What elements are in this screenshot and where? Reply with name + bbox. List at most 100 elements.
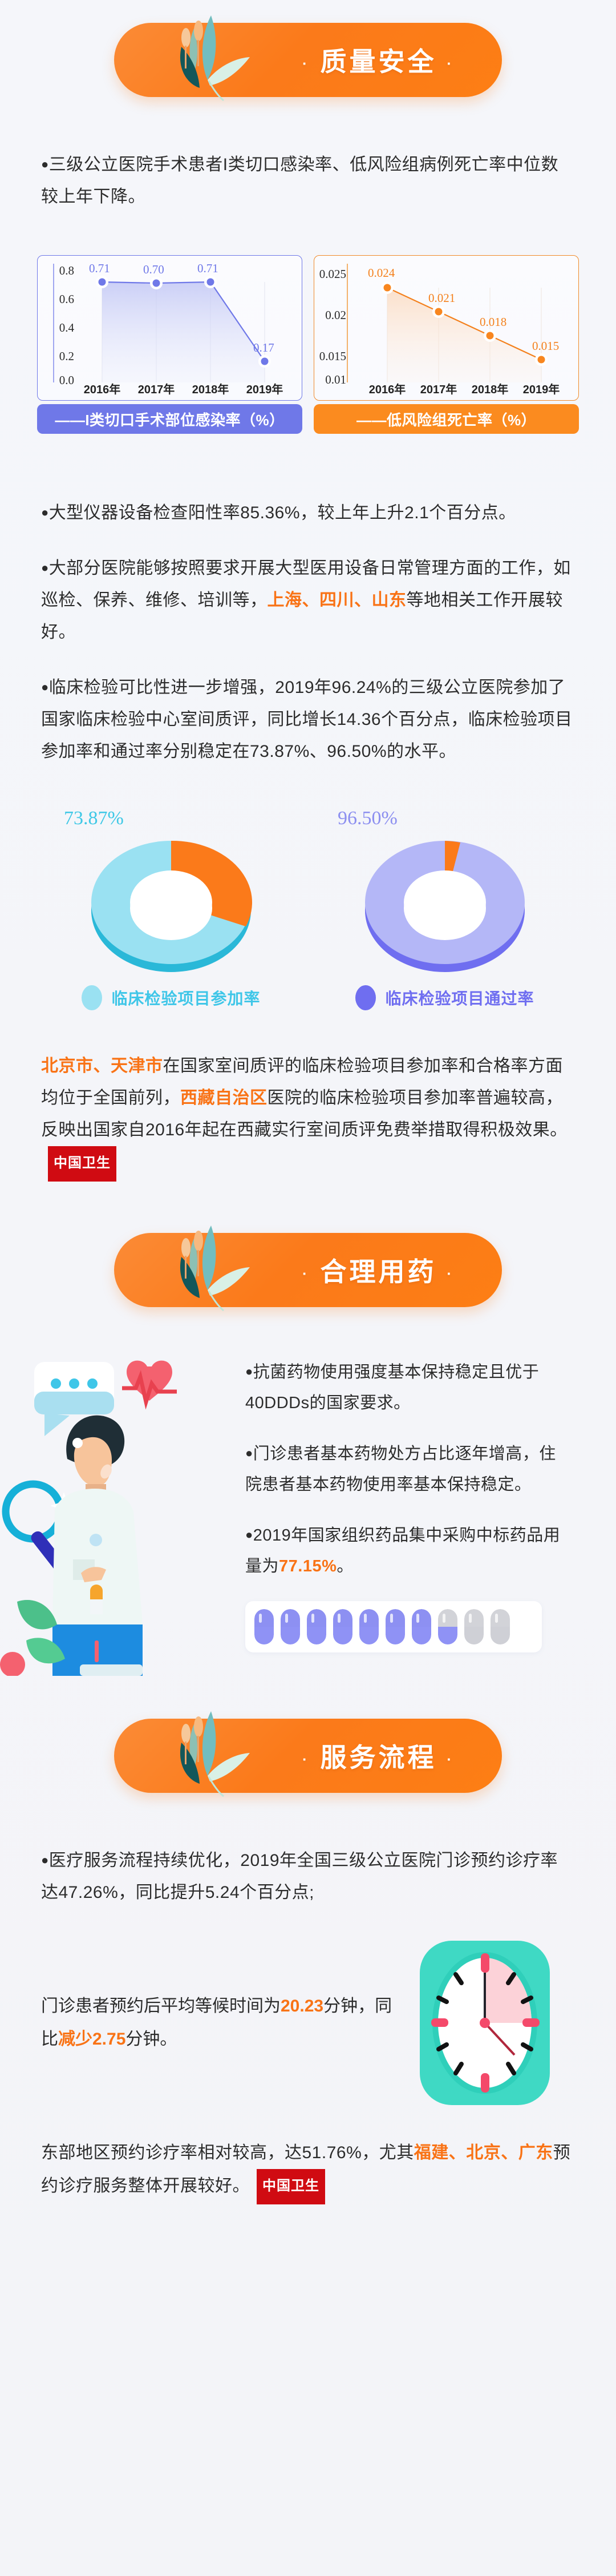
paragraph-basic-drug-prescription: ●门诊患者基本药物处方占比逐年增高，住院患者基本药物使用率基本保持稳定。	[245, 1438, 565, 1500]
banner-title: · 合理用药 ·	[302, 1251, 455, 1289]
section-banner-service: · 服务流程 ·	[0, 1711, 616, 1797]
donut-chart-pass	[365, 841, 525, 972]
leaf-decoration-icon	[180, 1225, 250, 1312]
banner-title-text: 质量安全	[320, 47, 437, 76]
drug-use-block: ●抗菌药物使用强度基本保持稳定且优于40DDDs的国家要求。 ●门诊患者基本药物…	[0, 1356, 616, 1679]
ytick-left-4: 0.0	[59, 373, 74, 387]
waiting-time-text: 门诊患者预约后平均等候时间为20.23分钟，同比减少2.75分钟。	[0, 1990, 399, 2056]
paragraph-equipment-positive-rate: ●大型仪器设备检查阳性率85.36%，较上年上升2.1个百分点。	[41, 497, 575, 529]
paragraph-regional-lab: 北京市、天津市在国家室间质评的临床检验项目参加率和合格率方面均位于全国前列，西藏…	[41, 1050, 575, 1182]
donut-value-label-pass: 96.50%	[338, 808, 398, 829]
source-seal-badge: 中国卫生	[48, 1146, 116, 1182]
clock-illustration	[399, 1937, 570, 2109]
bullet-marker: ●	[41, 157, 49, 171]
paragraph-centralized-procurement: ●2019年国家组织药品集中采购中标药品用量为77.15%。	[245, 1519, 565, 1582]
section-banner-quality: · 质量安全 ·	[0, 15, 616, 102]
banner-dot-right: ·	[447, 55, 455, 72]
banner-pill: · 合理用药 ·	[114, 1225, 502, 1312]
ytick-right-1: 0.02	[325, 308, 346, 322]
highlight-procurement-pct: 77.15%	[279, 1557, 337, 1575]
paragraph-waiting-time: 门诊患者预约后平均等候时间为20.23分钟，同比减少2.75分钟。	[41, 1990, 399, 2056]
chart-card-lowrisk-mortality: 0.025 0.02 0.015 0.01 0.024 0.021 0.018 …	[314, 255, 579, 434]
waiting-a: 门诊患者预约后平均等候时间为	[41, 1997, 281, 2015]
legend-swatch-purple	[355, 985, 376, 1010]
clock-icon	[420, 1941, 550, 2105]
banner-title: · 服务流程 ·	[302, 1737, 455, 1775]
donut-legend-pass: 临床检验项目通过率	[355, 985, 534, 1010]
ytick-left-1: 0.6	[59, 292, 74, 306]
chart-legend-left: ——I类切口手术部位感染率（%）	[37, 404, 302, 434]
highlight-provinces-east: 福建、北京、广东	[414, 2143, 553, 2162]
leaf-decoration-icon	[180, 15, 250, 102]
waiting-b: 分钟，同比	[41, 1997, 392, 2049]
paragraph-basic-drug-text: 门诊患者基本药物处方占比逐年增高，住院患者基本药物使用率基本保持稳定。	[245, 1445, 556, 1494]
paragraph-intro-text: 三级公立医院手术患者I类切口感染率、低风险组病例死亡率中位数较上年下降。	[41, 155, 559, 206]
donut-chart-participation	[91, 840, 253, 972]
pill-filled-6	[386, 1609, 405, 1644]
xtick-left-0: 2016年	[83, 384, 121, 396]
paragraph-intro: ●三级公立医院手术患者I类切口感染率、低风险组病例死亡率中位数较上年下降。	[41, 148, 575, 213]
data-label-right-0: 0.024	[368, 266, 395, 280]
banner-dot-left: ·	[302, 1265, 310, 1283]
paragraph-p3-a: 大部分医院能够按照要求开展大型医用设备日常管理方面的工作，如巡检、保养、维修、培…	[41, 559, 571, 610]
data-label-right-3: 0.015	[532, 339, 560, 353]
banner-dot-left: ·	[302, 1751, 310, 1768]
pill-filled-4	[333, 1609, 352, 1644]
paragraph-p5-a: 在国家室间质评的临床检验项目参加率和合格率方面均位于全国前列，	[41, 1057, 563, 1107]
pill-filled-7	[412, 1609, 431, 1644]
bullet-marker: ●	[41, 561, 49, 575]
chart-plot-area-right: 0.025 0.02 0.015 0.01 0.024 0.021 0.018 …	[314, 255, 579, 401]
banner-pill: · 质量安全 ·	[114, 15, 502, 102]
xtick-left-3: 2019年	[246, 384, 283, 396]
donut-charts-row: 73.87% 临床检验项目参加率 96.50%	[0, 808, 616, 1010]
ytick-left-2: 0.4	[59, 321, 74, 334]
highlight-beijing-tianjin: 北京市、天津市	[41, 1057, 163, 1075]
paragraph-eastern-region: 东部地区预约诊疗率相对较高，达51.76%，尤其福建、北京、广东预约诊疗服务整体…	[41, 2137, 575, 2204]
bullet-marker: ●	[41, 680, 49, 694]
bullet-marker: ●	[245, 1364, 253, 1378]
line-charts-row: 0.8 0.6 0.4 0.2 0.0 0.71 0.70 0.71 0.17 …	[0, 255, 616, 434]
pill-filled-1	[254, 1609, 274, 1644]
chart-plot-area-left: 0.8 0.6 0.4 0.2 0.0 0.71 0.70 0.71 0.17 …	[37, 255, 302, 401]
lab-coat	[52, 1489, 143, 1624]
highlight-waiting-decrease: 减少2.75	[58, 2030, 126, 2049]
banner-dot-left: ·	[302, 55, 310, 72]
ytick-right-2: 0.015	[319, 349, 346, 363]
xtick-left-2: 2018年	[192, 384, 229, 396]
paragraph-antibiotic-intensity: ●抗菌药物使用强度基本保持稳定且优于40DDDs的国家要求。	[245, 1356, 565, 1418]
source-seal-badge: 中国卫生	[257, 2169, 325, 2204]
highlight-provinces: 上海、四川、山东	[267, 591, 407, 610]
paragraph-antibiotic-text: 抗菌药物使用强度基本保持稳定且优于40DDDs的国家要求。	[245, 1363, 540, 1412]
ytick-left-3: 0.2	[59, 349, 74, 363]
pill-filled-3	[307, 1609, 326, 1644]
last-b: 预约诊疗服务整体开展较好。	[41, 2143, 571, 2195]
paragraph-p4-text: 临床检验可比性进一步增强，2019年96.24%的三级公立医院参加了国家临床检验…	[41, 678, 573, 761]
data-label-left-0: 0.71	[89, 261, 110, 275]
donut-legend-label-participation: 临床检验项目参加率	[111, 990, 261, 1007]
section-banner-drug: · 合理用药 ·	[0, 1225, 616, 1312]
ytick-right-0: 0.025	[319, 267, 346, 281]
data-label-left-2: 0.71	[197, 261, 218, 275]
xtick-left-1: 2017年	[137, 384, 175, 396]
data-label-right-1: 0.021	[428, 291, 456, 305]
pill-progress-indicator	[245, 1601, 542, 1652]
donut-value-label-participation: 73.87%	[64, 808, 124, 829]
magnifier-icon	[2, 1480, 64, 1543]
paragraph-procurement-a: 2019年国家组织药品集中采购中标药品用量为	[245, 1526, 561, 1575]
pill-empty-9	[464, 1609, 484, 1644]
banner-dot-right: ·	[447, 1751, 455, 1768]
highlight-waiting-minutes: 20.23	[281, 1997, 324, 2015]
last-a: 东部地区预约诊疗率相对较高，达51.76%，尤其	[41, 2143, 414, 2162]
xtick-right-2: 2018年	[471, 384, 509, 396]
bullet-marker: ●	[41, 1853, 49, 1867]
donut-participation-rate: 73.87% 临床检验项目参加率	[51, 808, 291, 1010]
paragraph-p3-b: 等地相关工作开展较好。	[41, 591, 563, 642]
line-chart-left	[53, 264, 271, 382]
donut-pass-rate: 96.50% 临床检验项目通过率	[325, 808, 565, 1010]
bullet-marker: ●	[245, 1527, 253, 1542]
donut-legend-label-pass: 临床检验项目通过率	[385, 990, 534, 1007]
bullet-marker: ●	[245, 1446, 253, 1460]
leaf-decoration-icon	[180, 1711, 250, 1797]
paragraph-equipment-management: ●大部分医院能够按照要求开展大型医用设备日常管理方面的工作，如巡检、保养、维修、…	[41, 552, 575, 648]
